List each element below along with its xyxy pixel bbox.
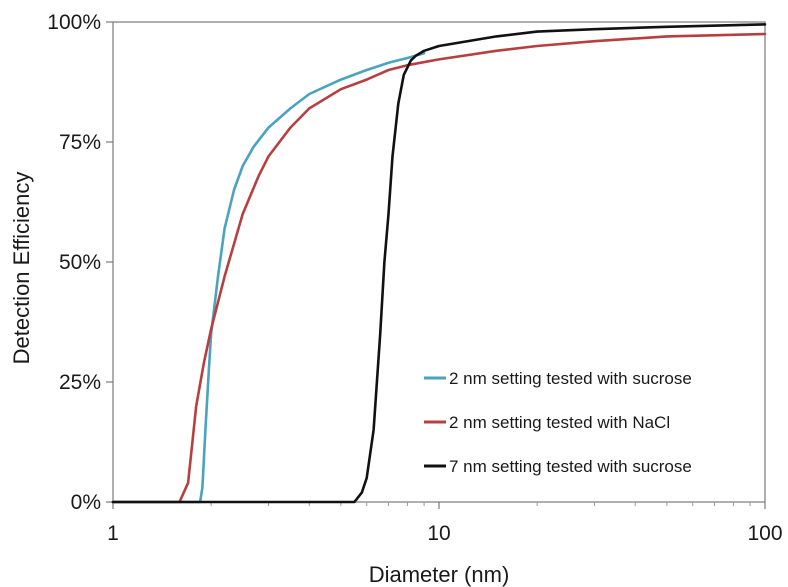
y-axis-title: Detection Efficiency — [9, 172, 34, 365]
y-tick-label: 0% — [71, 491, 101, 514]
y-tick-label: 25% — [59, 371, 101, 394]
x-axis-ticks: 1 10 100 — [107, 502, 783, 545]
series-lines — [111, 23, 767, 504]
x-axis-title: Diameter (nm) — [369, 562, 510, 587]
y-tick-label: 75% — [59, 131, 101, 154]
series-line-3 — [111, 23, 767, 504]
legend-label: 2 nm setting tested with NaCl — [449, 413, 670, 432]
x-tick-label: 100 — [747, 522, 782, 545]
legend-label: 2 nm setting tested with sucrose — [449, 369, 692, 388]
series-line-1 — [111, 51, 426, 504]
y-tick-label: 100% — [47, 11, 101, 34]
legend: 2 nm setting tested with sucrose 2 nm set… — [424, 369, 692, 476]
y-axis-ticks: 0% 25% 50% 75% 100% — [47, 11, 113, 514]
y-tick-label: 50% — [59, 251, 101, 274]
x-tick-label: 10 — [427, 522, 450, 545]
series-line-2 — [111, 32, 767, 504]
x-tick-label: 1 — [107, 522, 119, 545]
legend-label: 7 nm setting tested with sucrose — [449, 457, 692, 476]
